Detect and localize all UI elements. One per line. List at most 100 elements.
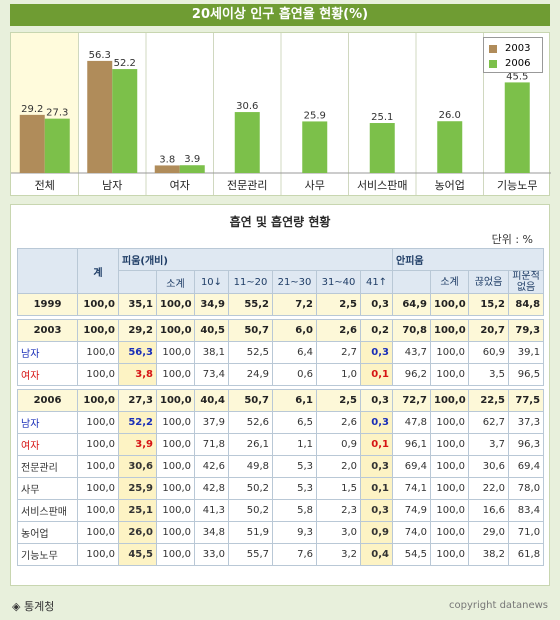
table-cell: 29,2 xyxy=(118,319,157,342)
bar-2003 xyxy=(154,165,180,173)
table-cell: 64,9 xyxy=(392,293,432,316)
row-label: 남자 xyxy=(17,411,78,434)
bar-value-label-2006: 25.1 xyxy=(371,112,393,123)
table-cell: 26,1 xyxy=(228,433,273,456)
table-row: 여자 100,0 3,9 100,0 71,8 26,1 1,1 0,9 0,1 96,1 100,… xyxy=(17,433,545,456)
table-cell: 100,0 xyxy=(77,411,119,434)
bar-2006 xyxy=(44,118,70,173)
row-label: 서비스판매 xyxy=(17,499,78,522)
header-smoking-rate xyxy=(118,270,157,294)
table-cell: 78,0 xyxy=(508,477,545,500)
table-cell: 3,9 xyxy=(118,433,157,456)
x-tick-label: 여자 xyxy=(170,179,190,192)
bar-value-label-2006: 26.0 xyxy=(439,110,461,121)
table-cell: 0,3 xyxy=(359,293,394,316)
table-cell: 100,0 xyxy=(77,499,119,522)
table-cell: 33,0 xyxy=(194,543,229,566)
row-label: 농어업 xyxy=(17,521,78,544)
table-row: 1999 100,0 35,1 100,0 34,9 55,2 7,2 2,5 0,3 64,9 1… xyxy=(17,293,545,316)
table-cell: 5,3 xyxy=(272,477,317,500)
table-cell: 100,0 xyxy=(156,341,195,364)
table-cell: 0,3 xyxy=(359,411,394,434)
table-row: 농어업 100,0 26,0 100,0 34,8 51,9 9,3 3,0 0,9 74,0 10… xyxy=(17,521,545,544)
table-cell: 22,5 xyxy=(468,389,510,412)
table-row: 여자 100,0 3,8 100,0 73,4 24,9 0,6 1,0 0,1 96,2 100,… xyxy=(17,363,545,386)
header-category xyxy=(17,248,78,294)
row-label: 전문관리 xyxy=(17,455,78,478)
x-tick-label: 농어업 xyxy=(435,179,465,192)
table-cell: 3,5 xyxy=(468,363,510,386)
bar-value-label-2006: 25.9 xyxy=(304,110,326,121)
table-cell: 60,9 xyxy=(468,341,510,364)
table-cell: 25,9 xyxy=(118,477,157,500)
row-label: 사무 xyxy=(17,477,78,500)
table-cell: 100,0 xyxy=(156,389,195,412)
header-non-smoking-sub: 끊었음 xyxy=(468,270,510,294)
table-cell: 41,3 xyxy=(194,499,229,522)
table-row: 2006 100,0 27,3 100,0 40,4 50,7 6,1 2,5 0,3 72,7 1… xyxy=(17,389,545,412)
table-cell: 72,7 xyxy=(392,389,432,412)
table-cell: 40,5 xyxy=(194,319,229,342)
table-cell: 100,0 xyxy=(430,543,470,566)
table-cell: 30,6 xyxy=(468,455,510,478)
table-cell: 74,1 xyxy=(392,477,432,500)
table-cell: 50,7 xyxy=(228,319,273,342)
table-cell: 100,0 xyxy=(430,293,470,316)
bar-2003 xyxy=(87,60,113,173)
table-cell: 0,3 xyxy=(359,389,394,412)
table-cell: 96,5 xyxy=(508,363,545,386)
table-cell: 7,2 xyxy=(272,293,317,316)
bar-2006 xyxy=(369,123,395,173)
table-cell: 3,7 xyxy=(468,433,510,456)
table-cell: 37,9 xyxy=(194,411,229,434)
table-cell: 96,3 xyxy=(508,433,545,456)
table-cell: 20,7 xyxy=(468,319,510,342)
table-row: 2003 100,0 29,2 100,0 40,5 50,7 6,0 2,6 0,2 70,8 1… xyxy=(17,319,545,342)
table-cell: 100,0 xyxy=(156,319,195,342)
table-cell: 35,1 xyxy=(118,293,157,316)
table-cell: 1,1 xyxy=(272,433,317,456)
table-cell: 100,0 xyxy=(77,293,119,316)
table-cell: 100,0 xyxy=(77,521,119,544)
bar-chart-svg: 29.2 27.3 전체 56.352.2 남자 3.8 3.9 여자 30.6 전문관리 25.9… xyxy=(11,33,551,195)
table-cell: 22,0 xyxy=(468,477,510,500)
table-cell: 69,4 xyxy=(392,455,432,478)
header-smoking-sub: 10↓ xyxy=(194,270,229,294)
table-cell: 61,8 xyxy=(508,543,545,566)
table-cell: 2,5 xyxy=(316,389,361,412)
table-cell: 100,0 xyxy=(77,319,119,342)
bar-2006 xyxy=(504,82,530,173)
legend-item-2003: 2003 xyxy=(489,41,537,56)
table-cell: 6,5 xyxy=(272,411,317,434)
table-cell: 100,0 xyxy=(77,341,119,364)
header-non-smoking-sub: 소계 xyxy=(430,270,470,294)
table-cell: 37,3 xyxy=(508,411,545,434)
table-cell: 3,2 xyxy=(316,543,361,566)
table-cell: 56,3 xyxy=(118,341,157,364)
table-cell: 100,0 xyxy=(156,363,195,386)
table-cell: 100,0 xyxy=(430,319,470,342)
table-cell: 100,0 xyxy=(77,433,119,456)
table-cell: 100,0 xyxy=(156,543,195,566)
table-cell: 24,9 xyxy=(228,363,273,386)
table-cell: 9,3 xyxy=(272,521,317,544)
table-cell: 52,2 xyxy=(118,411,157,434)
smoking-table: 계 피움(개비) 안피움 소계 10↓ 11~20 21~30 31~40 41↑ 소계 끊었… xyxy=(17,248,545,566)
table-cell: 100,0 xyxy=(430,477,470,500)
table-cell: 5,8 xyxy=(272,499,317,522)
table-cell: 2,6 xyxy=(316,411,361,434)
bar-2006 xyxy=(302,121,328,173)
table-cell: 100,0 xyxy=(77,389,119,412)
header-non-smoking-sub: 피운적 없음 xyxy=(508,270,545,294)
table-cell: 0,6 xyxy=(272,363,317,386)
table-cell: 0,3 xyxy=(359,499,394,522)
table-cell: 40,4 xyxy=(194,389,229,412)
table-cell: 100,0 xyxy=(156,499,195,522)
row-label: 1999 xyxy=(17,293,78,316)
table-cell: 39,1 xyxy=(508,341,545,364)
table-cell: 100,0 xyxy=(156,477,195,500)
table-cell: 70,8 xyxy=(392,319,432,342)
bar-value-label-2006: 3.9 xyxy=(184,154,200,165)
table-cell: 100,0 xyxy=(430,411,470,434)
table-cell: 2,3 xyxy=(316,499,361,522)
